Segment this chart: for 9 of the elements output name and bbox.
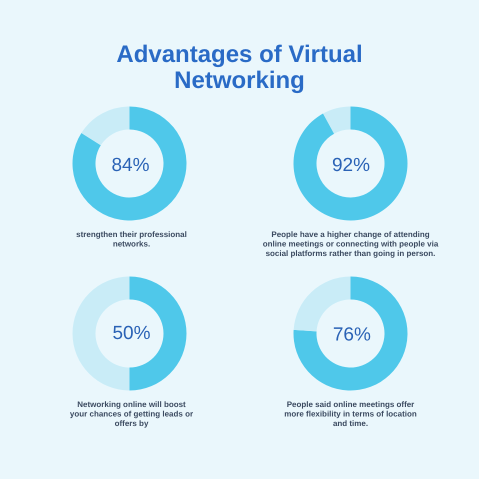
data-label: 84% [111, 154, 150, 176]
text: People have a higher change of attending online meetings or connecting with people via social platforms rather than going in person. [262, 230, 439, 258]
text: strengthen their professional networks. [76, 230, 187, 248]
data-label: 92% [332, 154, 370, 176]
text: Advantages of Virtual Networking [115, 40, 364, 94]
data-label: 50% [112, 323, 151, 344]
text: Networking online will boost your chances of getting leads or offers by [70, 400, 194, 428]
data-label: 76% [332, 324, 371, 346]
text: People said online meetings offer more flexibility in terms of location and time. [284, 400, 417, 428]
